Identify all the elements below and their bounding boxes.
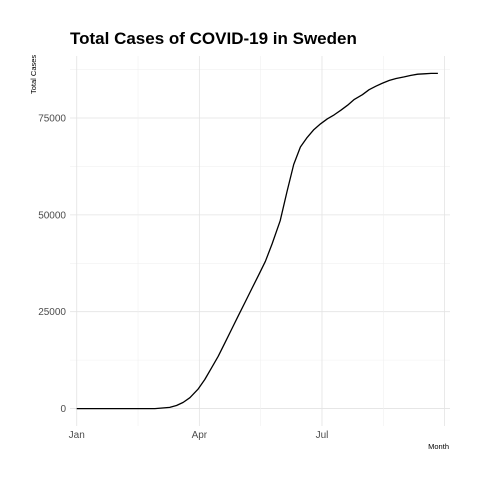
grid-lines <box>70 56 450 426</box>
x-tick-label: Jan <box>69 430 85 441</box>
y-tick-label: 50000 <box>38 210 66 221</box>
y-axis-ticks: 0 25000 50000 75000 <box>38 113 66 415</box>
y-tick-label: 75000 <box>38 113 66 124</box>
total-cases-line <box>76 72 438 410</box>
y-tick-label: 25000 <box>38 307 66 318</box>
x-tick-label: Jul <box>316 430 329 441</box>
y-tick-label: 0 <box>60 404 66 415</box>
x-tick-label: Apr <box>192 430 208 441</box>
y-axis-title: Total Cases <box>29 55 38 94</box>
chart-title: Total Cases of COVID-19 in Sweden <box>70 29 357 48</box>
x-axis-title: Month <box>428 442 449 451</box>
x-axis-ticks: Jan Apr Jul <box>69 430 329 441</box>
